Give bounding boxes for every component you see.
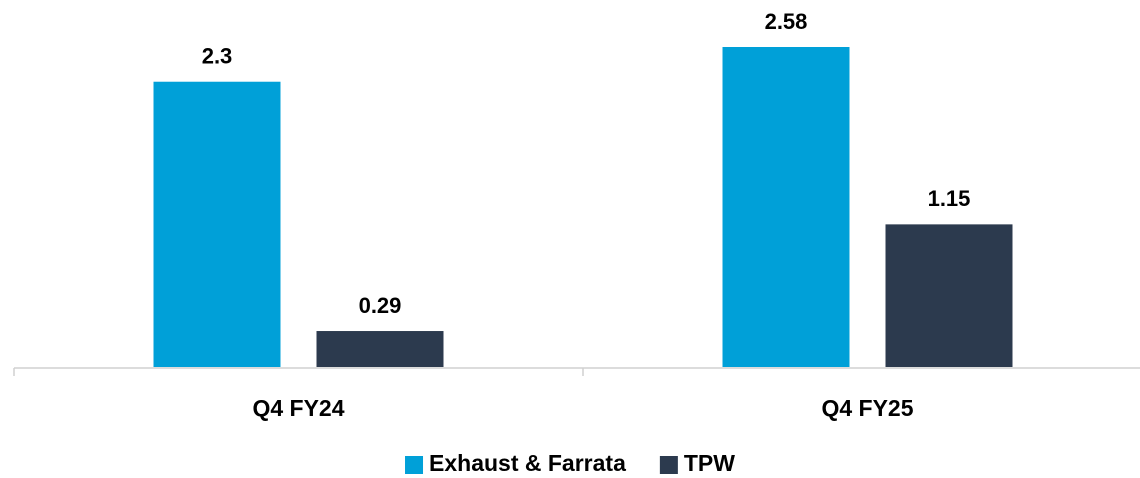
x-tick-label: Q4 FY25 xyxy=(821,395,913,421)
legend-label: Exhaust & Farrata xyxy=(429,450,626,476)
bar xyxy=(316,331,444,367)
value-label: 1.15 xyxy=(928,186,971,211)
legend-swatch xyxy=(405,456,424,474)
bar xyxy=(153,81,281,367)
value-label: 2.3 xyxy=(202,44,233,69)
legend-swatch xyxy=(659,456,678,474)
x-tick-label: Q4 FY24 xyxy=(252,395,344,421)
value-label: 0.29 xyxy=(359,293,402,318)
bar xyxy=(885,224,1013,367)
legend-label: TPW xyxy=(684,450,735,476)
bar xyxy=(722,47,850,367)
value-label: 2.58 xyxy=(765,9,808,34)
